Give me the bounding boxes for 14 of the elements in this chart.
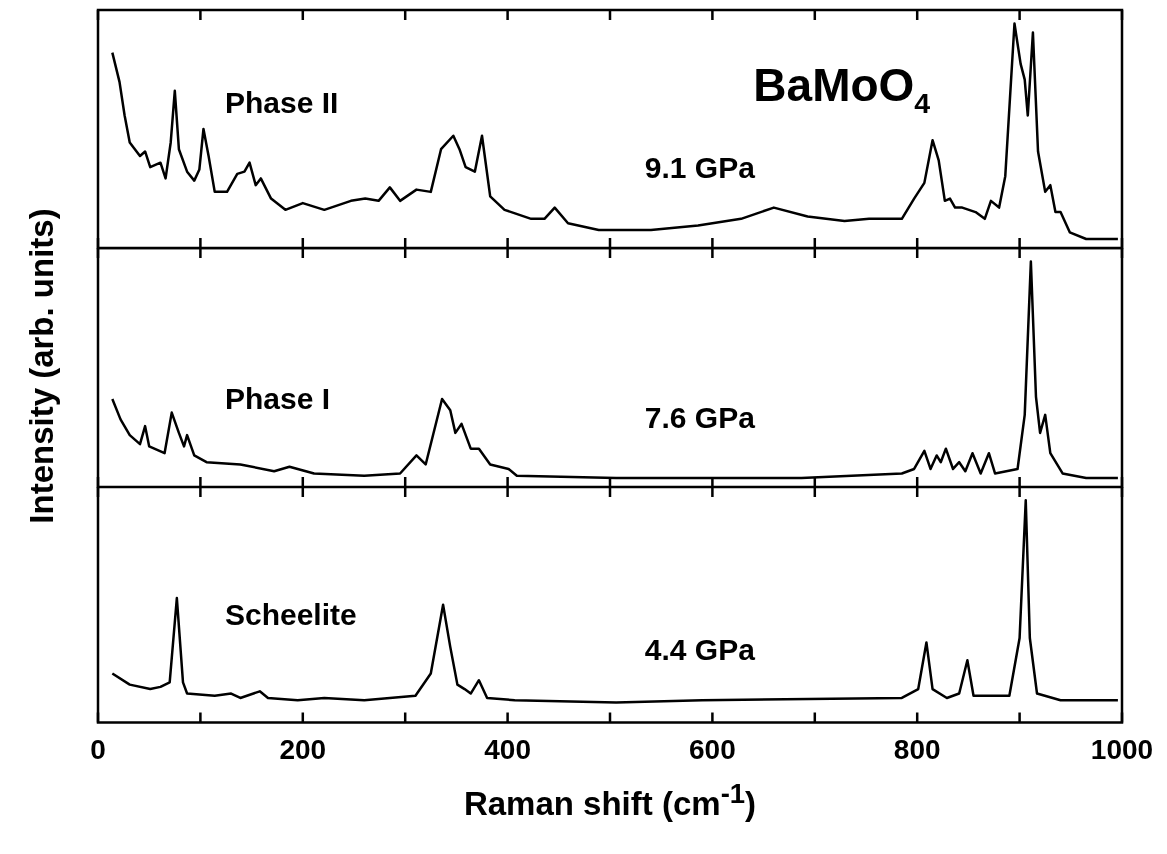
y-axis-title: Intensity (arb. units) (23, 208, 61, 524)
x-tick-label: 0 (90, 733, 106, 765)
annotation: 9.1 GPa (644, 150, 756, 184)
x-tick-label: 1000 (1090, 733, 1154, 765)
annotation: Phase I (224, 382, 331, 416)
x-tick-label: 800 (893, 733, 941, 765)
x-tick-label: 400 (484, 733, 531, 765)
annotation: Scheelite (224, 597, 357, 631)
annotation: 4.4 GPa (644, 633, 756, 667)
x-tick-label: 200 (279, 733, 327, 765)
annotation: Phase II (224, 86, 339, 120)
x-tick-label: 600 (689, 733, 736, 765)
x-axis-title: Raman shift (cm$^{-1}$) (462, 778, 758, 823)
annotation: 7.6 GPa (644, 401, 756, 435)
